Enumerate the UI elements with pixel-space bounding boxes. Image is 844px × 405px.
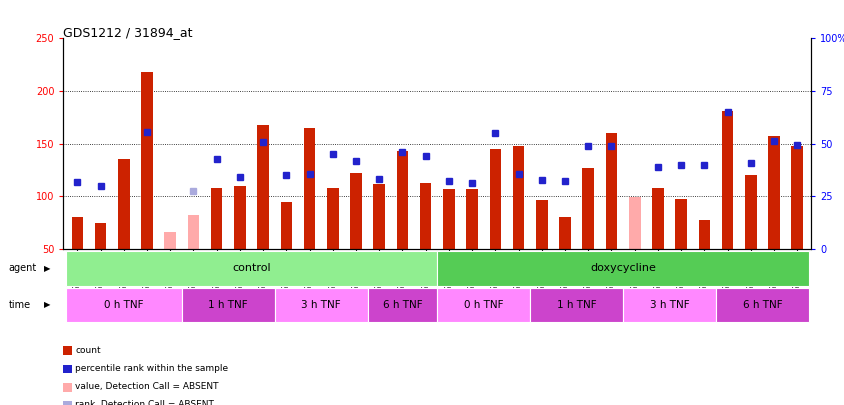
Bar <box>274 288 367 322</box>
Bar <box>280 202 292 249</box>
Bar <box>436 288 529 322</box>
Bar <box>303 128 315 249</box>
Text: 3 h TNF: 3 h TNF <box>649 300 689 310</box>
Bar <box>118 158 129 249</box>
Text: ▶: ▶ <box>44 300 51 309</box>
Bar <box>187 215 199 249</box>
Bar <box>652 188 663 249</box>
Text: count: count <box>75 346 100 355</box>
Bar <box>367 288 436 322</box>
Text: value, Detection Call = ABSENT: value, Detection Call = ABSENT <box>75 382 219 391</box>
Text: 3 h TNF: 3 h TNF <box>301 300 341 310</box>
Bar <box>535 200 547 249</box>
Bar <box>181 288 274 322</box>
Text: 6 h TNF: 6 h TNF <box>382 300 422 310</box>
Bar <box>605 133 617 249</box>
Bar <box>257 125 268 249</box>
Bar <box>436 251 808 286</box>
Bar <box>66 288 181 322</box>
Text: 0 h TNF: 0 h TNF <box>463 300 503 310</box>
Text: 1 h TNF: 1 h TNF <box>208 300 248 310</box>
Bar <box>715 288 808 322</box>
Bar <box>674 198 686 249</box>
Text: GDS1212 / 31894_at: GDS1212 / 31894_at <box>63 26 192 39</box>
Bar <box>767 136 779 249</box>
Text: agent: agent <box>8 263 36 273</box>
Text: 0 h TNF: 0 h TNF <box>104 300 143 310</box>
Bar <box>72 217 83 249</box>
Bar <box>141 72 153 249</box>
Bar <box>466 189 478 249</box>
Text: doxycycline: doxycycline <box>589 263 655 273</box>
Bar <box>622 288 715 322</box>
Bar <box>396 151 408 249</box>
Text: time: time <box>8 300 30 310</box>
Bar <box>349 173 361 249</box>
Text: ▶: ▶ <box>44 264 51 273</box>
Bar <box>165 232 176 249</box>
Bar <box>95 223 106 249</box>
Text: control: control <box>232 263 270 273</box>
Text: rank, Detection Call = ABSENT: rank, Detection Call = ABSENT <box>75 401 214 405</box>
Bar <box>66 251 437 286</box>
Bar <box>529 288 622 322</box>
Bar <box>489 149 500 249</box>
Bar <box>211 188 222 249</box>
Bar <box>327 188 338 249</box>
Text: percentile rank within the sample: percentile rank within the sample <box>75 364 228 373</box>
Text: 1 h TNF: 1 h TNF <box>556 300 596 310</box>
Bar <box>628 198 640 249</box>
Bar <box>373 184 385 249</box>
Bar <box>744 175 755 249</box>
Bar <box>512 146 524 249</box>
Bar <box>419 183 431 249</box>
Bar <box>442 189 454 249</box>
Bar <box>559 217 571 249</box>
Bar <box>791 146 802 249</box>
Text: 6 h TNF: 6 h TNF <box>742 300 782 310</box>
Bar <box>721 111 733 249</box>
Bar <box>234 186 246 249</box>
Bar <box>582 168 593 249</box>
Bar <box>698 220 709 249</box>
